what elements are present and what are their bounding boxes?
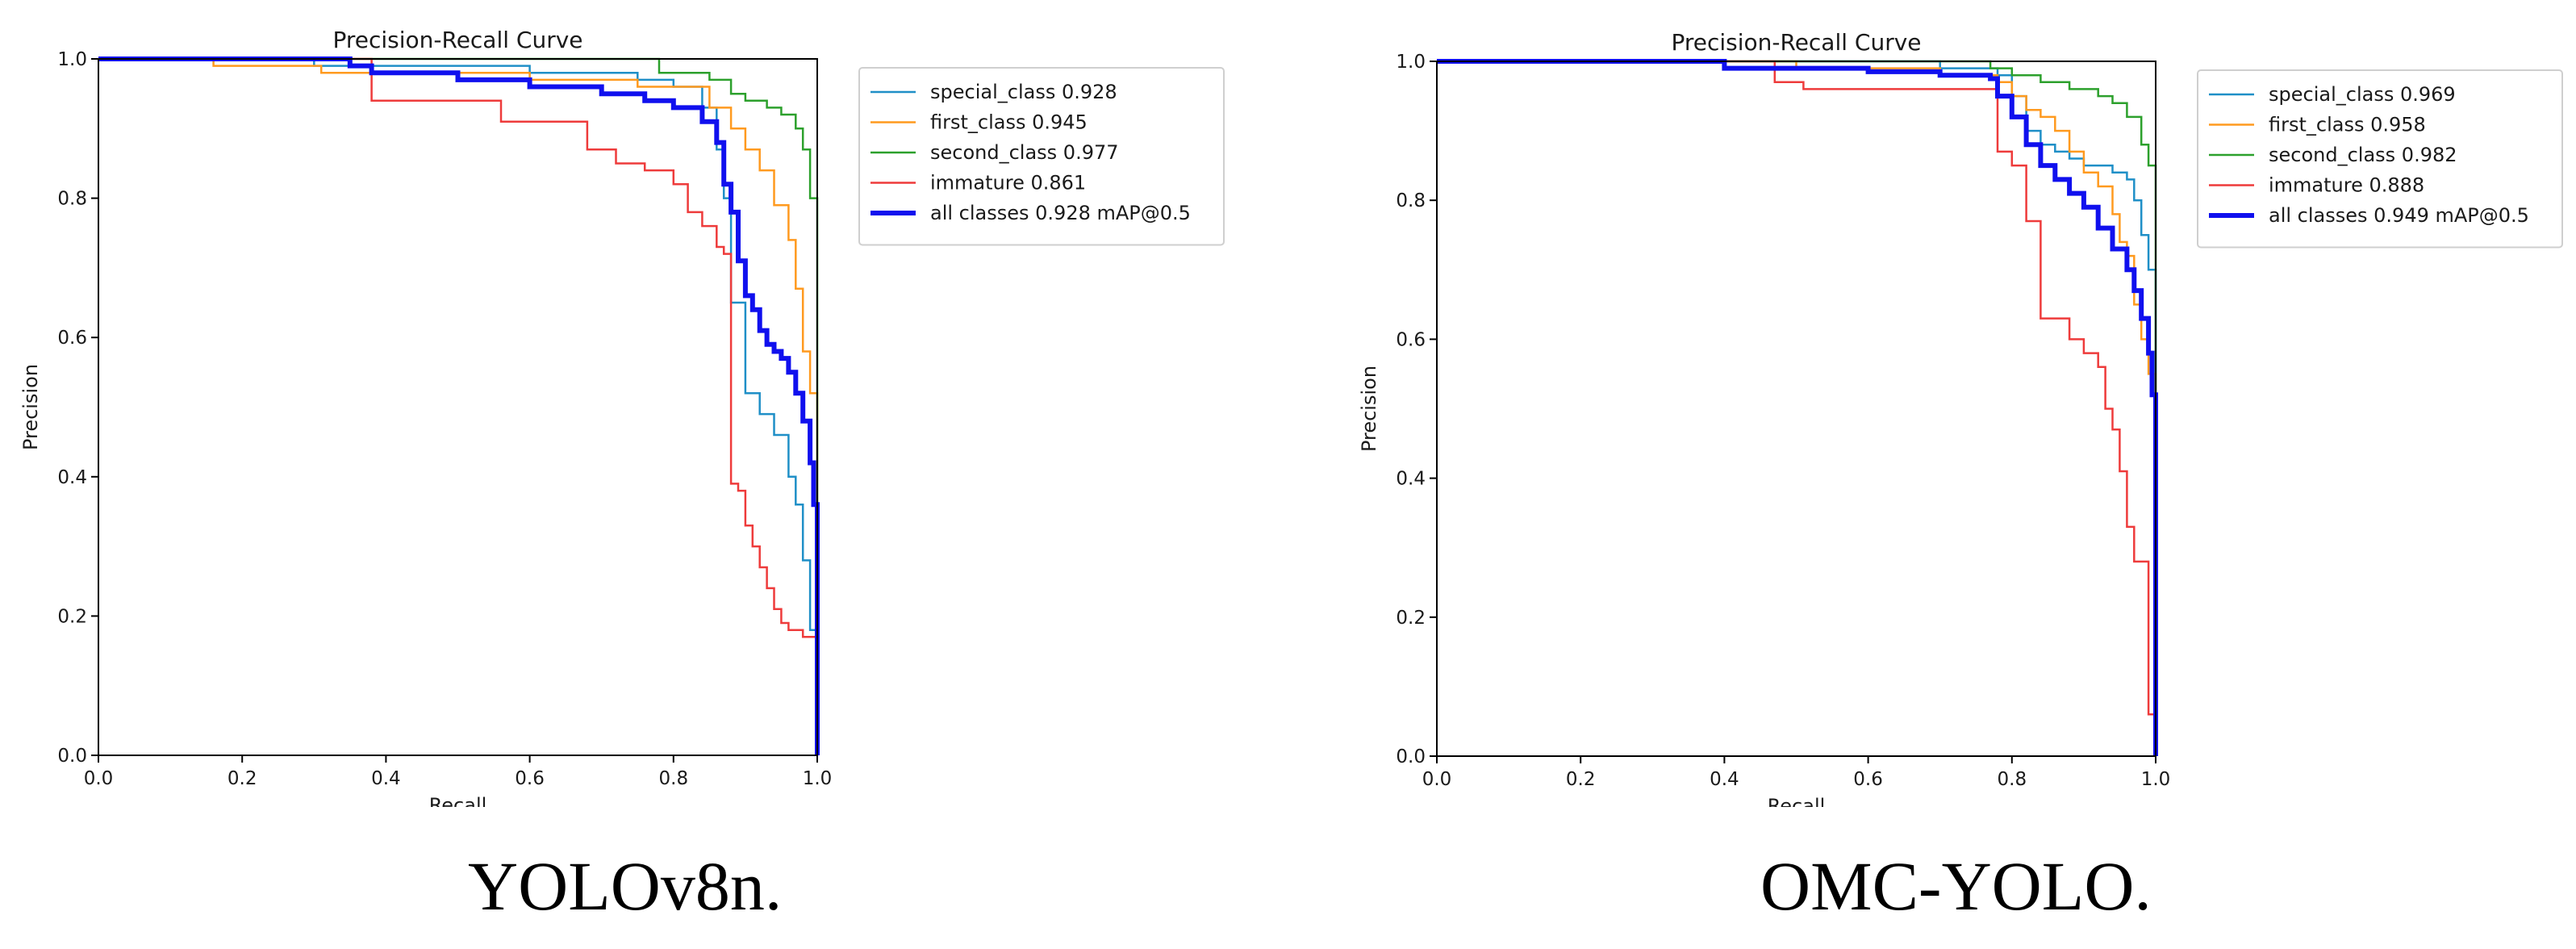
- pr-chart-yolov8n: 0.0 0.2 0.4 0.6 0.8 1.0 0.0 0.2 0.4 0.6 0.8 1.0 Prec…: [19, 27, 1225, 807]
- plot-area: [1437, 59, 2158, 756]
- axes-frame: [98, 58, 818, 756]
- caption-yolov8n: YOLOv8n.: [468, 847, 783, 925]
- legend-box: [2197, 69, 2563, 249]
- x-tick-label: 1.0: [2141, 769, 2171, 790]
- legend-label-1: first_class 0.945: [930, 111, 1088, 134]
- x-tick-label: 0.0: [84, 768, 114, 789]
- chart-title: Precision-Recall Curve: [332, 27, 582, 53]
- x-tick-label: 0.8: [659, 768, 689, 789]
- y-tick-label: 0.8: [1396, 190, 1426, 211]
- legend-label-0: special_class 0.928: [930, 81, 1117, 103]
- series-line-2: [98, 57, 819, 755]
- legend-label-3: immature 0.888: [2269, 174, 2424, 197]
- y-axis-label: Precision: [19, 364, 42, 450]
- x-tick-label: 0.0: [1422, 769, 1452, 790]
- x-tick-label: 1.0: [803, 768, 833, 789]
- series-line-2: [1437, 60, 2157, 756]
- legend-label-4: all classes 0.928 mAP@0.5: [930, 202, 1191, 224]
- x-tick-label: 0.2: [228, 768, 257, 789]
- legend-label-2: second_class 0.977: [930, 141, 1119, 164]
- y-tick-label: 0.4: [1396, 469, 1426, 490]
- x-tick-label: 0.6: [1853, 769, 1883, 790]
- plot-area: [98, 56, 820, 755]
- series-line-0: [98, 57, 819, 755]
- legend-label-2: second_class 0.982: [2269, 144, 2457, 166]
- y-tick-label: 0.2: [57, 606, 87, 627]
- y-tick-label: 0.4: [57, 467, 87, 488]
- y-tick-label: 0.0: [57, 746, 87, 767]
- legend-label-1: first_class 0.958: [2269, 114, 2426, 136]
- x-tick-label: 0.4: [371, 768, 401, 789]
- series-line-3: [98, 57, 819, 755]
- chart-title: Precision-Recall Curve: [1671, 29, 1921, 56]
- legend-label-3: immature 0.861: [930, 172, 1086, 194]
- y-tick-label: 1.0: [57, 49, 87, 70]
- x-axis-label: Recall: [429, 794, 487, 807]
- y-tick-label: 0.0: [1396, 746, 1426, 767]
- y-axis-label: Precision: [1358, 366, 1380, 452]
- series-line-1: [98, 57, 819, 755]
- y-tick-label: 0.6: [1396, 329, 1426, 350]
- series-line-4: [1437, 59, 2158, 756]
- y-tick-label: 1.0: [1396, 52, 1426, 73]
- y-tick-label: 0.6: [57, 328, 87, 349]
- series-line-4: [98, 56, 820, 755]
- series-line-3: [1437, 60, 2157, 756]
- x-tick-label: 0.6: [515, 768, 545, 789]
- x-tick-label: 0.8: [1998, 769, 2027, 790]
- legend-label-4: all classes 0.949 mAP@0.5: [2269, 204, 2529, 227]
- x-axis-label: Recall: [1768, 795, 1826, 807]
- caption-omc-yolo: OMC-YOLO.: [1760, 847, 2152, 925]
- x-tick-label: 0.2: [1566, 769, 1596, 790]
- legend-box: [858, 67, 1225, 246]
- y-tick-label: 0.2: [1396, 608, 1426, 629]
- axes-frame: [1436, 61, 2156, 757]
- legend-label-0: special_class 0.969: [2269, 83, 2456, 106]
- pr-chart-omc-yolo: 0.0 0.2 0.4 0.6 0.8 1.0 0.0 0.2 0.4 0.6 0.8 1.0 Prec…: [1358, 29, 2563, 807]
- y-tick-label: 0.8: [57, 189, 87, 210]
- x-tick-label: 0.4: [1710, 769, 1739, 790]
